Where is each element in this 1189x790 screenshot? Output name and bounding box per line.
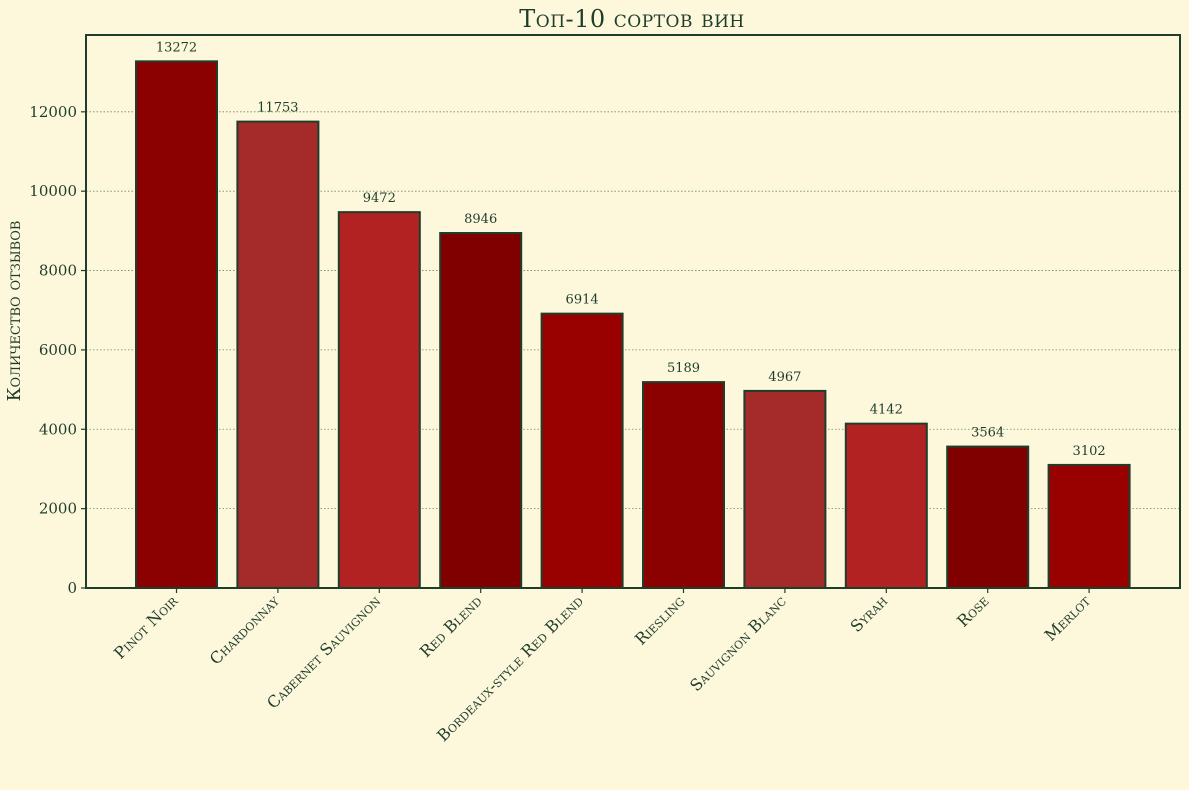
x-tick-label: Syrah (847, 591, 892, 636)
plot-frame (85, 34, 1181, 589)
data-labels: 13272 11753 9472 8946 6914 5189 4967 4142 3564 31… (156, 40, 1106, 459)
data-label: 6914 (566, 293, 599, 308)
data-label: 5189 (667, 361, 700, 376)
x-tick-label: Rose (953, 591, 992, 630)
x-tick-label: Chardonnay (206, 591, 284, 669)
bar-rose (946, 445, 1030, 590)
data-label: 8946 (464, 212, 497, 227)
y-tick-label: 10000 (29, 182, 77, 200)
y-axis-ticks: 0 2000 4000 6000 8000 10000 12000 (29, 103, 86, 597)
data-label: 9472 (363, 191, 396, 206)
y-tick-label: 0 (67, 579, 77, 597)
data-label: 4142 (870, 403, 903, 418)
y-tick-label: 8000 (39, 262, 77, 280)
x-tick-label: Red Blend (416, 591, 486, 661)
bar-syrah (844, 422, 928, 590)
data-label: 4967 (768, 370, 801, 385)
y-axis-label: Количество отзывов (4, 221, 25, 402)
y-tick-label: 6000 (39, 341, 77, 359)
x-tick-label: Pinot Noir (110, 591, 182, 663)
x-tick-label: Sauvignon Blanc (686, 591, 790, 695)
data-label: 3564 (971, 426, 1004, 441)
x-tick-label: Merlot (1041, 591, 1095, 645)
bar-merlot (1047, 463, 1131, 589)
data-label: 3102 (1073, 444, 1106, 459)
bar-sauvignon-blanc (743, 389, 827, 590)
bar-pinot-noir (135, 60, 218, 589)
bar-red-blend (439, 232, 523, 589)
x-tick-label: Cabernet Sauvignon (263, 591, 384, 712)
bar-bordeaux-style-red-blend (540, 312, 624, 589)
bar-chardonnay (236, 120, 320, 589)
chart-title: Топ-10 сортов вин (519, 5, 744, 33)
bar-riesling (642, 381, 725, 589)
data-label: 13272 (156, 40, 197, 55)
y-tick-label: 2000 (39, 500, 77, 518)
y-tick-label: 12000 (29, 103, 77, 121)
y-tick-label: 4000 (39, 420, 77, 438)
x-tick-label: Riesling (631, 591, 688, 648)
data-label: 11753 (257, 101, 298, 116)
bar-cabernet-sauvignon (337, 211, 421, 589)
